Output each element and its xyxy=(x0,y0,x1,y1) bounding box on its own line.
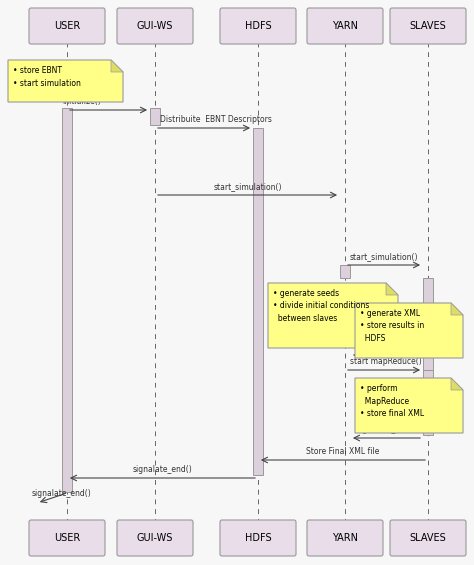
Polygon shape xyxy=(386,283,398,295)
Text: start_simulation(): start_simulation() xyxy=(350,252,419,261)
Text: signalate_end(): signalate_end() xyxy=(133,465,192,474)
FancyBboxPatch shape xyxy=(150,108,160,125)
Polygon shape xyxy=(111,60,123,72)
Text: • perform
  MapReduce
• store final XML: • perform MapReduce • store final XML xyxy=(360,384,424,418)
FancyBboxPatch shape xyxy=(423,278,433,318)
Text: SLAVES: SLAVES xyxy=(410,21,447,31)
FancyBboxPatch shape xyxy=(29,8,105,44)
Text: initialize(): initialize() xyxy=(62,97,101,106)
Text: Store Final XML file: Store Final XML file xyxy=(306,447,380,456)
FancyBboxPatch shape xyxy=(423,355,433,370)
Text: Distribuite  EBNT Descriptors: Distribuite EBNT Descriptors xyxy=(160,115,272,124)
Text: • generate XML
• store results in
  HDFS: • generate XML • store results in HDFS xyxy=(360,309,424,343)
Text: YARN: YARN xyxy=(332,21,358,31)
Text: SLAVES: SLAVES xyxy=(410,533,447,543)
Text: GUI-WS: GUI-WS xyxy=(137,533,173,543)
FancyBboxPatch shape xyxy=(117,8,193,44)
Text: HDFS: HDFS xyxy=(245,21,271,31)
FancyBboxPatch shape xyxy=(390,520,466,556)
Polygon shape xyxy=(355,378,463,433)
FancyBboxPatch shape xyxy=(340,265,350,278)
Text: start_simulation(): start_simulation() xyxy=(213,182,282,191)
FancyBboxPatch shape xyxy=(62,108,72,492)
FancyBboxPatch shape xyxy=(307,520,383,556)
Text: • generate seeds
• divide initial conditions
  between slaves: • generate seeds • divide initial condit… xyxy=(273,289,369,323)
Polygon shape xyxy=(451,378,463,390)
FancyBboxPatch shape xyxy=(220,8,296,44)
Text: USER: USER xyxy=(54,21,80,31)
Polygon shape xyxy=(268,283,398,348)
Polygon shape xyxy=(8,60,123,102)
Text: signalate_end(): signalate_end() xyxy=(356,342,416,351)
FancyBboxPatch shape xyxy=(220,520,296,556)
FancyBboxPatch shape xyxy=(390,8,466,44)
FancyBboxPatch shape xyxy=(423,370,433,435)
Text: signalate_end(): signalate_end() xyxy=(32,489,92,498)
Text: start mapReduce(): start mapReduce() xyxy=(350,357,422,366)
FancyBboxPatch shape xyxy=(117,520,193,556)
Text: HDFS: HDFS xyxy=(245,533,271,543)
Polygon shape xyxy=(355,303,463,358)
FancyBboxPatch shape xyxy=(253,128,263,475)
Text: GUI-WS: GUI-WS xyxy=(137,21,173,31)
Text: YARN: YARN xyxy=(332,533,358,543)
Text: USER: USER xyxy=(54,533,80,543)
Text: • store EBNT
• start simulation: • store EBNT • start simulation xyxy=(13,66,81,88)
Polygon shape xyxy=(451,303,463,315)
FancyBboxPatch shape xyxy=(29,520,105,556)
Text: signalate_end(): signalate_end() xyxy=(356,425,416,434)
FancyBboxPatch shape xyxy=(307,8,383,44)
